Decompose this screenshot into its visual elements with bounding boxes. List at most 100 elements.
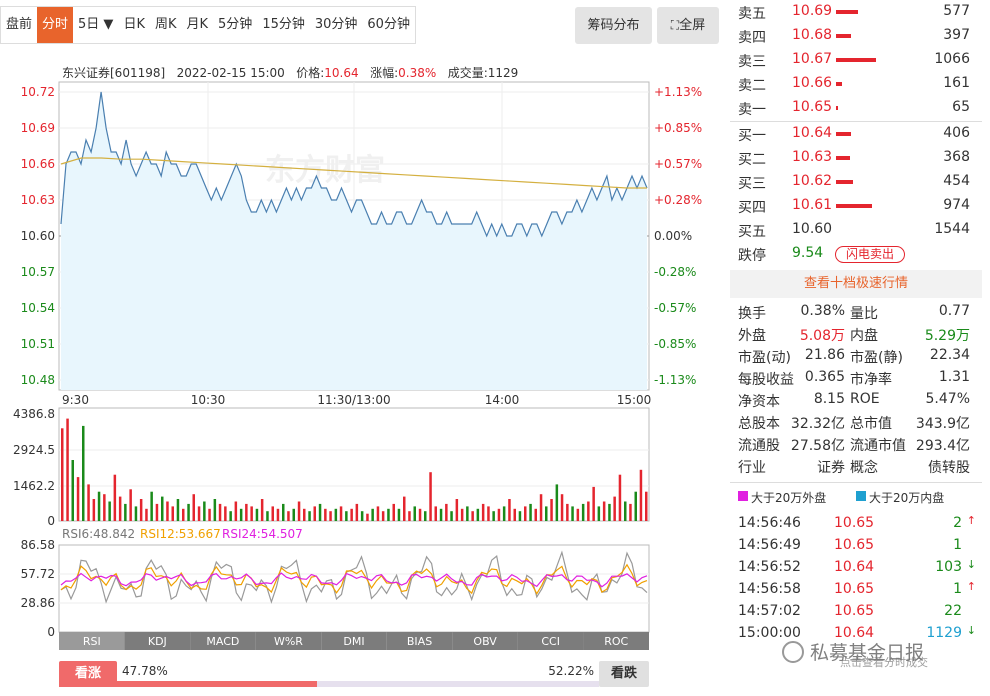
order-volume: 406 xyxy=(943,125,970,141)
tab-6[interactable]: 5分钟 xyxy=(218,17,253,32)
order-label: 卖五 xyxy=(738,6,766,22)
order-label: 卖三 xyxy=(738,54,766,70)
order-label: 卖一 xyxy=(738,102,766,118)
volume-bar xyxy=(445,503,448,521)
indicator-tab-label: BIAS xyxy=(407,635,432,648)
volume-bar xyxy=(260,499,264,521)
indicator-tab-bg xyxy=(517,632,584,650)
tab-3[interactable]: 日K xyxy=(123,17,145,32)
stat-key: 总市值 xyxy=(850,416,892,432)
order-price: 10.62 xyxy=(792,173,833,189)
volume-bar xyxy=(513,508,516,521)
indicator-tab-bias[interactable]: BIAS xyxy=(386,632,453,650)
indicator-tab-roc[interactable]: ROC xyxy=(583,632,649,650)
order-price: 10.64 xyxy=(792,125,833,141)
indicator-tab-dmi[interactable]: DMI xyxy=(321,632,387,650)
chart-period-tabs: 盘前 分时 5日 ▼ 日K 周K 月K 5分钟 15分钟 30分钟 60分钟 xyxy=(0,6,416,44)
chip-distribution-button[interactable]: 筹码分布 xyxy=(575,7,652,44)
order-volume: 368 xyxy=(943,149,970,165)
indicator-tab-macd[interactable]: MACD xyxy=(190,632,256,650)
volume-bar xyxy=(297,501,301,521)
volume-tick-label: 1462.2 xyxy=(13,479,55,493)
tab-2[interactable]: 5日 ▼ xyxy=(78,17,114,32)
order-price: 10.63 xyxy=(792,149,833,165)
flash-sell-button[interactable]: 闪电卖出 xyxy=(835,246,906,263)
stat-key: 市盈(动) xyxy=(738,350,791,366)
order-price: 10.66 xyxy=(792,75,833,91)
volume-bar xyxy=(403,496,406,521)
indicator-tab-cci[interactable]: CCI xyxy=(517,632,584,650)
volume-bar xyxy=(266,511,269,521)
fullscreen-button[interactable]: ⛶全屏 xyxy=(657,7,719,44)
sentiment-fill xyxy=(59,681,317,687)
time-tick-label: 14:00 xyxy=(485,393,520,407)
volume-bar xyxy=(234,501,238,521)
limit-down-price: 9.54 xyxy=(792,245,824,261)
volume-bar xyxy=(624,501,627,521)
volume-bar xyxy=(587,501,590,521)
rsi24-line xyxy=(60,572,648,588)
volume-bar xyxy=(613,496,616,521)
indicator-tab-kdj[interactable]: KDJ xyxy=(124,632,191,650)
volume-bar xyxy=(145,508,148,521)
tick-price: 10.65 xyxy=(834,515,875,531)
volume-bar xyxy=(397,508,401,521)
volume-bar xyxy=(350,508,353,521)
indicator-tab-wr[interactable]: W%R xyxy=(255,632,322,650)
indicator-tab-bg xyxy=(452,632,518,650)
buy-row: 买四 10.61 974 xyxy=(738,194,988,218)
indicator-tab-obv[interactable]: OBV xyxy=(452,632,518,650)
volume-bar xyxy=(176,499,180,521)
volume-bar xyxy=(434,506,437,521)
indicator-tab-bg xyxy=(386,632,453,650)
rsi6-label: RSI6:48.842 xyxy=(62,527,135,541)
level10-link[interactable]: 查看十档极速行情 xyxy=(730,270,982,298)
percent-tick-label: 0.00% xyxy=(654,229,692,243)
volume-bar xyxy=(376,506,380,521)
volume-bar xyxy=(355,503,359,521)
intraday-charts[interactable]: 10.72 +1.13% 10.69 +0.85% 10.66 +0.57% 10.63 +0… xyxy=(0,0,730,696)
sentiment-bar: 看涨 47.78% 52.22% 看跌 xyxy=(59,661,649,687)
volume-bar xyxy=(229,511,232,521)
stat-value: 21.86 xyxy=(804,347,845,363)
price-tick-label: 10.66 xyxy=(21,157,55,171)
volume-bar xyxy=(418,508,422,521)
volume-tick-label: 2924.5 xyxy=(13,443,55,457)
volume-bar xyxy=(524,506,527,521)
stat-value: 0.77 xyxy=(938,303,970,319)
volume-bar xyxy=(118,496,122,521)
tab-4[interactable]: 周K xyxy=(154,17,177,32)
tab-7[interactable]: 15分钟 xyxy=(262,17,305,32)
order-label: 买五 xyxy=(738,224,766,240)
tab-1[interactable]: 分时 xyxy=(37,7,74,43)
indicator-tab-rsi[interactable]: RSI xyxy=(59,632,125,650)
bearish-button[interactable]: 看跌 xyxy=(599,661,649,687)
volume-bar xyxy=(213,499,217,521)
volume-bar xyxy=(245,503,248,521)
volume-bar xyxy=(466,506,469,521)
indicator-tab-label: KDJ xyxy=(148,635,167,648)
arrow-down-icon: ↓ xyxy=(966,558,976,571)
stat-key: 量比 xyxy=(850,306,878,322)
order-volume-bar xyxy=(836,58,876,62)
change-percent: 0.38% xyxy=(398,66,437,80)
tick-volume: 103 xyxy=(935,559,962,575)
stat-key: 换手 xyxy=(738,306,766,322)
volume-bar xyxy=(76,477,80,521)
time-tick-label: 15:00 xyxy=(617,393,652,407)
tab-8[interactable]: 30分钟 xyxy=(314,17,358,32)
stat-value: 0.38% xyxy=(800,303,845,319)
volume-bar xyxy=(460,508,464,521)
tab-9[interactable]: 60分钟 xyxy=(367,17,410,32)
tab-5[interactable]: 月K xyxy=(186,17,209,32)
volume-bar xyxy=(387,508,390,521)
buy-row: 买五 10.60 1544 xyxy=(738,218,988,242)
volume-bar xyxy=(239,508,243,521)
volume-bar xyxy=(71,460,74,521)
indicator-tab-label: ROC xyxy=(604,635,628,648)
stat-value: 22.34 xyxy=(929,347,970,363)
order-price: 10.61 xyxy=(792,197,833,213)
volume-bar xyxy=(155,503,159,521)
tab-0[interactable]: 盘前 xyxy=(6,17,33,32)
volume-bar xyxy=(634,491,637,521)
